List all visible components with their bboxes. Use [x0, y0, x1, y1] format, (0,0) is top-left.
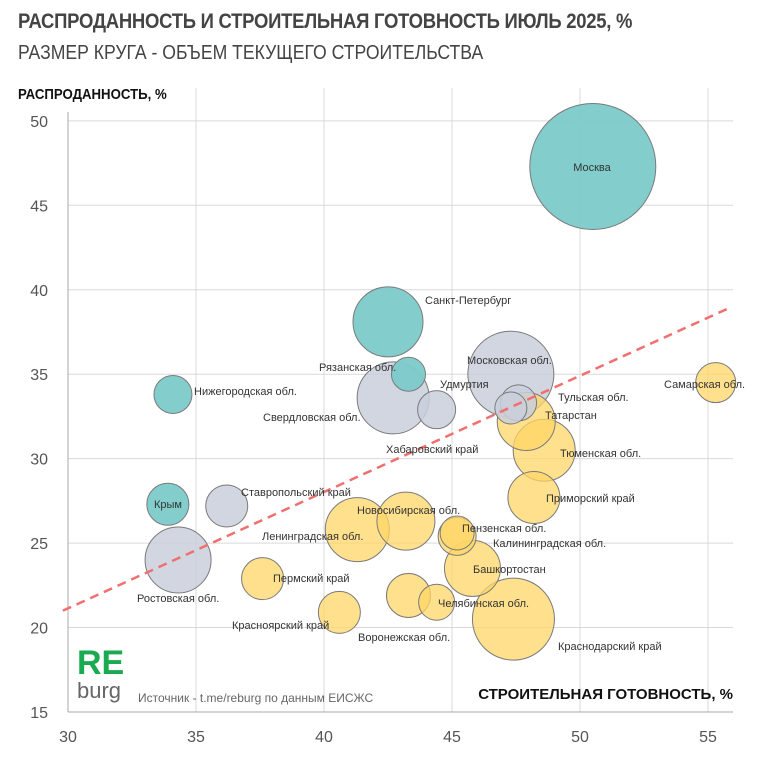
y-tick-label: 15	[30, 705, 48, 722]
bubble	[205, 484, 249, 528]
bubble	[529, 102, 657, 230]
y-tick-label: 20	[30, 621, 48, 638]
bubble-label: Калининградская обл.	[493, 538, 606, 550]
chart-subtitle: РАЗМЕР КРУГА - ОБЪЕМ ТЕКУЩЕГО СТРОИТЕЛЬС…	[18, 42, 484, 64]
bubble	[494, 391, 528, 425]
bubble-label: Московская обл.	[467, 355, 552, 367]
bubble	[695, 362, 737, 404]
y-tick-label: 40	[30, 283, 48, 300]
bubble-label: Приморский край	[546, 493, 635, 505]
bubble	[507, 470, 561, 524]
bubble	[390, 356, 426, 392]
bubble-label: Нижегородская обл.	[194, 386, 297, 398]
x-tick-label: 40	[315, 729, 333, 746]
x-tick-label: 30	[59, 729, 77, 746]
logo-burg: burg	[77, 678, 122, 703]
y-tick-label: 50	[30, 114, 48, 131]
x-tick-label: 45	[443, 729, 461, 746]
y-axis-label: РАСПРОДАННОСТЬ, %	[18, 86, 167, 103]
y-tick-label: 30	[30, 452, 48, 469]
bubble	[352, 286, 424, 358]
bubble	[417, 390, 457, 430]
bubble	[153, 374, 193, 414]
bubble	[471, 577, 555, 661]
bubble-label: Свердловская обл.	[263, 412, 361, 424]
bubble-label: Москва	[573, 162, 611, 174]
bubble	[146, 482, 190, 526]
source-note: Источник - t.me/reburg по данным ЕИСЖС	[138, 691, 374, 705]
bubble-label: Пермский край	[273, 573, 350, 585]
y-tick-label: 35	[30, 367, 48, 384]
bubble-label: Краснодарский край	[558, 641, 662, 653]
bubble-label: Санкт-Петербург	[425, 295, 511, 307]
bubble-label: Ставропольский край	[241, 487, 351, 499]
bubble-label: Новосибирская обл.	[357, 505, 460, 517]
bubble-label: Ростовская обл.	[137, 593, 219, 605]
x-axis-label: СТРОИТЕЛЬНАЯ ГОТОВНОСТЬ, %	[478, 686, 733, 703]
bubble-label: Тульская обл.	[558, 392, 629, 404]
bubble	[317, 590, 361, 634]
logo-re: RE	[77, 644, 125, 682]
bubble	[439, 515, 475, 551]
bubble-label: Воронежская обл.	[358, 632, 450, 644]
x-tick-label: 55	[699, 729, 717, 746]
bubble-label: Крым	[154, 499, 182, 511]
bubble-label: Самарская обл.	[664, 379, 745, 391]
x-tick-label: 50	[571, 729, 589, 746]
bubble-label: Ленинградская обл.	[262, 531, 363, 543]
y-tick-label: 25	[30, 536, 48, 553]
bubble	[241, 557, 285, 601]
bubble-label: Удмуртия	[440, 379, 489, 391]
bubble-label: Башкортостан	[473, 564, 546, 576]
bubble-label: Татарстан	[545, 410, 597, 422]
chart-title: РАСПРОДАННОСТЬ И СТРОИТЕЛЬНАЯ ГОТОВНОСТЬ…	[18, 10, 633, 33]
bubble	[376, 491, 436, 551]
bubble-label: Пензенская обл.	[462, 523, 546, 535]
bubble-label: Челябинская обл.	[438, 598, 529, 610]
bubble	[418, 583, 456, 621]
bubble-label: Рязанская обл.	[319, 362, 396, 374]
bubble-label: Хабаровский край	[386, 444, 478, 456]
bubble-label: Красноярский край	[232, 620, 329, 632]
bubble-label: Тюменская обл.	[560, 448, 641, 460]
bubble	[144, 526, 212, 594]
y-tick-label: 45	[30, 198, 48, 215]
trendline	[62, 307, 729, 612]
x-tick-label: 35	[187, 729, 205, 746]
